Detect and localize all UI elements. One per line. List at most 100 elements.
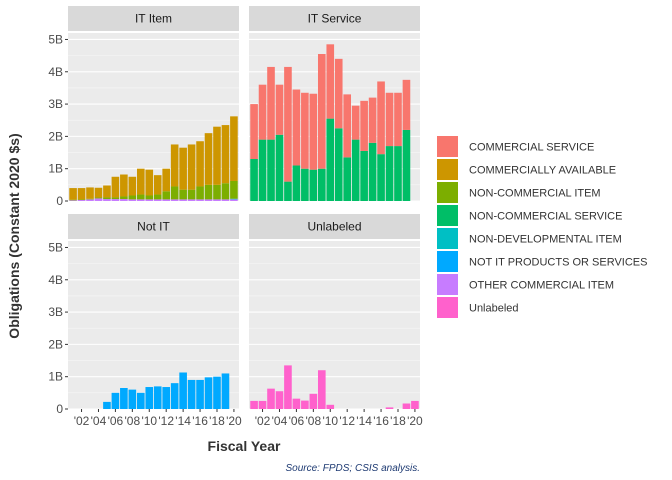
- y-tick-label: 4B: [48, 273, 63, 287]
- legend-label: NON-COMMERCIAL SERVICE: [469, 211, 622, 223]
- bar-segment: [284, 365, 292, 409]
- y-tick-label: 2B: [48, 337, 63, 351]
- y-tick-label: 5B: [48, 32, 63, 46]
- bar-segment: [213, 376, 221, 409]
- bar-segment: [326, 44, 335, 119]
- x-tick-label: '10: [322, 414, 338, 428]
- bar-segment: [275, 134, 284, 201]
- bar-segment: [128, 176, 137, 196]
- bar-segment: [301, 400, 309, 409]
- legend-label: COMMERCIALLY AVAILABLE: [469, 165, 616, 177]
- legend-label: NON-DEVELOPMENTAL ITEM: [469, 234, 622, 246]
- bar-segment: [411, 400, 419, 409]
- bar-segment: [136, 168, 145, 195]
- bar-segment: [162, 387, 171, 409]
- bar-segment: [326, 404, 335, 409]
- x-tick-label: '08: [306, 414, 322, 428]
- bar-segment: [153, 194, 162, 200]
- bar-segment: [309, 169, 318, 201]
- bar-segment: [179, 147, 187, 190]
- chart-panels: IT Item 0 1B 2B 3B 4B 5B IT Service Not IT 0 1B 2B 3…: [48, 6, 423, 428]
- legend-label: Unlabeled: [469, 303, 519, 315]
- legend-key: [437, 159, 458, 180]
- legend-item: NON-COMMERCIAL SERVICE: [437, 205, 622, 226]
- y-tick-label: 5B: [48, 240, 63, 254]
- y-tick-label: 4B: [48, 65, 63, 79]
- x-tick-label: '08: [125, 414, 141, 428]
- bar-segment: [170, 199, 179, 201]
- bar-segment: [94, 187, 103, 198]
- facet-strip: [68, 214, 239, 239]
- bar-segment: [136, 194, 145, 200]
- bar-segment: [292, 89, 301, 166]
- x-tick-label: '02: [255, 414, 271, 428]
- bar-segment: [204, 377, 213, 409]
- bar-segment: [111, 199, 120, 201]
- bar-segment: [170, 383, 179, 409]
- y-tick-label: 2B: [48, 129, 63, 143]
- bar-segment: [250, 104, 258, 159]
- bar-segment: [179, 372, 187, 409]
- bar-segment: [103, 197, 111, 200]
- bar-segment: [275, 84, 284, 135]
- x-tick-label: '16: [373, 414, 389, 428]
- bar-segment: [334, 128, 343, 201]
- bar-segment: [377, 81, 385, 155]
- bar-segment: [94, 198, 103, 201]
- bar-segment: [153, 175, 162, 195]
- bar-segment: [103, 185, 111, 198]
- bar-segment: [170, 186, 179, 200]
- bar-segment: [292, 165, 301, 201]
- bar-segment: [284, 181, 292, 201]
- bar-segment: [221, 183, 230, 200]
- bar-segment: [69, 200, 77, 201]
- x-tick-label: '18: [390, 414, 406, 428]
- bar-segment: [145, 387, 154, 409]
- panel-background: [249, 241, 420, 409]
- legend-key: [437, 182, 458, 203]
- bar-segment: [250, 159, 258, 201]
- bar-segment: [196, 141, 204, 187]
- bar-segment: [77, 188, 86, 200]
- bar-segment: [111, 176, 120, 198]
- bar-segment: [153, 199, 162, 201]
- bar-segment: [360, 150, 368, 201]
- bar-segment: [179, 189, 187, 200]
- facet-title: IT Item: [135, 12, 172, 26]
- bar-segment: [301, 92, 309, 169]
- bar-segment: [385, 146, 394, 201]
- bar-segment: [86, 199, 94, 201]
- bar-segment: [213, 126, 221, 185]
- bar-segment: [309, 393, 318, 409]
- x-tick-label: '18: [209, 414, 225, 428]
- x-tick-label: '20: [226, 414, 242, 428]
- x-tick-label: '10: [141, 414, 157, 428]
- bar-segment: [103, 401, 111, 409]
- x-tick-label: '12: [158, 414, 174, 428]
- bar-segment: [213, 184, 221, 200]
- bar-segment: [258, 84, 267, 140]
- bar-segment: [221, 125, 230, 184]
- bar-segment: [230, 116, 238, 181]
- bar-segment: [267, 388, 275, 409]
- bar-segment: [77, 200, 86, 201]
- legend-label: NON-COMMERCIAL ITEM: [469, 188, 601, 200]
- bar-segment: [69, 199, 77, 201]
- legend-label: NOT IT PRODUCTS OR SERVICES: [469, 257, 647, 269]
- bar-segment: [230, 199, 238, 201]
- bar-segment: [402, 79, 411, 130]
- bar-segment: [230, 180, 238, 199]
- bar-segment: [394, 92, 402, 147]
- bar-segment: [120, 388, 128, 409]
- x-tick-label: '14: [356, 414, 372, 428]
- bar-segment: [221, 199, 230, 201]
- y-tick-label: 3B: [48, 97, 63, 111]
- source-caption: Source: FPDS; CSIS analysis.: [286, 463, 421, 474]
- bar-segment: [221, 373, 230, 409]
- bar-segment: [250, 400, 258, 409]
- bar-segment: [267, 139, 275, 201]
- panel-it-service: IT Service: [249, 6, 420, 202]
- y-tick-label: 0: [56, 194, 63, 208]
- legend-item: COMMERCIALLY AVAILABLE: [437, 159, 616, 180]
- bar-segment: [377, 154, 385, 201]
